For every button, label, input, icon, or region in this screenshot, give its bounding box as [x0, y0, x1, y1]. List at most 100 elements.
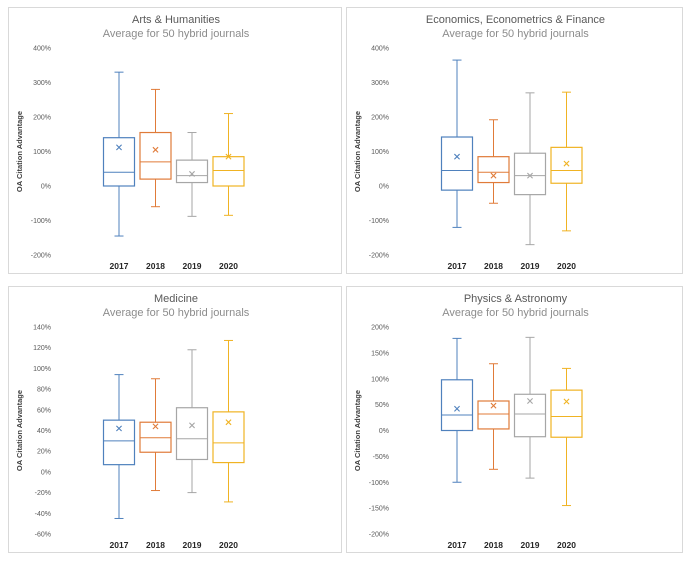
- y-tick-label: -200%: [369, 532, 389, 539]
- chart-title: Physics & Astronomy: [464, 293, 568, 305]
- chart-panel-arts-humanities: Arts & Humanities Average for 50 hybrid j…: [8, 7, 342, 274]
- y-tick-label: -100%: [369, 480, 389, 487]
- y-tick-label: 0%: [41, 469, 51, 476]
- category-label: 2020: [219, 261, 238, 271]
- chart-svg: Economics, Econometrics & Finance Average…: [353, 14, 605, 271]
- y-tick-label: 300%: [371, 80, 389, 87]
- mean-marker: [563, 398, 570, 405]
- category-label: 2018: [484, 261, 503, 271]
- y-tick-label: 50%: [375, 402, 389, 409]
- y-tick-label: 150%: [371, 350, 389, 357]
- box-iqr: [212, 156, 245, 187]
- chart-svg: Arts & Humanities Average for 50 hybrid j…: [15, 14, 250, 271]
- y-tick-label: 0%: [379, 428, 389, 435]
- mean-marker: [189, 170, 195, 177]
- y-axis-label: OA Citation Advantage: [15, 390, 24, 471]
- mean-marker: [454, 153, 460, 160]
- y-tick-label: 140%: [33, 325, 51, 332]
- box-2019: [175, 132, 209, 217]
- mean-marker: [189, 422, 195, 429]
- box-2020: [550, 91, 583, 232]
- chart-subtitle: Average for 50 hybrid journals: [103, 28, 250, 40]
- y-tick-label: -20%: [35, 490, 51, 497]
- box-2019: [175, 349, 209, 494]
- box-iqr: [212, 411, 245, 464]
- y-tick-label: 200%: [371, 325, 389, 332]
- chart-subtitle: Average for 50 hybrid journals: [442, 307, 589, 319]
- y-tick-label: 400%: [33, 46, 51, 53]
- y-tick-label: 200%: [371, 115, 389, 122]
- y-tick-label: 100%: [371, 149, 389, 156]
- box-2018: [139, 88, 172, 208]
- mean-marker: [527, 398, 533, 404]
- y-tick-label: -200%: [31, 253, 51, 260]
- box-2017: [440, 337, 474, 483]
- y-axis-label: OA Citation Advantage: [353, 390, 362, 471]
- y-axis-label: OA Citation Advantage: [15, 111, 24, 192]
- box-2019: [513, 92, 547, 246]
- y-tick-label: 0%: [379, 184, 389, 191]
- mean-marker: [563, 160, 570, 167]
- box-iqr: [102, 419, 136, 466]
- chart-subtitle: Average for 50 hybrid journals: [103, 307, 250, 319]
- y-tick-label: -150%: [369, 506, 389, 513]
- y-tick-label: 100%: [33, 149, 51, 156]
- box-2018: [477, 119, 510, 204]
- box-iqr: [102, 137, 136, 187]
- mean-marker: [225, 153, 232, 160]
- y-axis-label: OA Citation Advantage: [353, 111, 362, 192]
- chart-title: Medicine: [154, 293, 198, 305]
- y-tick-label: 80%: [37, 387, 51, 394]
- category-label: 2020: [557, 540, 576, 550]
- y-tick-label: -60%: [35, 532, 51, 539]
- box-2018: [139, 378, 172, 492]
- chart-svg: Physics & Astronomy Average for 50 hybrid…: [353, 293, 589, 550]
- box-iqr: [440, 136, 474, 191]
- y-tick-label: -100%: [31, 218, 51, 225]
- box-iqr: [477, 156, 510, 184]
- category-label: 2019: [521, 540, 540, 550]
- box-iqr: [175, 407, 209, 461]
- box-2017: [102, 374, 136, 519]
- chart-panel-physics-astronomy: Physics & Astronomy Average for 50 hybrid…: [346, 286, 683, 553]
- chart-title: Economics, Econometrics & Finance: [426, 14, 605, 26]
- category-label: 2018: [146, 261, 165, 271]
- y-tick-label: 20%: [37, 449, 51, 456]
- y-tick-label: 0%: [41, 184, 51, 191]
- box-2020: [212, 339, 245, 503]
- chart-subtitle: Average for 50 hybrid journals: [442, 28, 589, 40]
- box-iqr: [550, 146, 583, 184]
- mean-marker: [116, 144, 122, 151]
- y-tick-label: -50%: [373, 454, 389, 461]
- y-tick-label: 100%: [371, 376, 389, 383]
- category-label: 2017: [448, 261, 467, 271]
- box-iqr: [175, 159, 209, 184]
- box-2018: [477, 363, 510, 470]
- box-2017: [440, 59, 474, 228]
- category-label: 2019: [183, 261, 202, 271]
- y-tick-label: -200%: [369, 253, 389, 260]
- mean-marker: [490, 402, 497, 409]
- y-tick-label: 60%: [37, 407, 51, 414]
- category-label: 2017: [110, 540, 129, 550]
- mean-marker: [152, 146, 159, 153]
- category-label: 2017: [110, 261, 129, 271]
- y-tick-label: 120%: [33, 345, 51, 352]
- chart-panel-medicine: Medicine Average for 50 hybrid journals OA…: [8, 286, 342, 553]
- y-tick-label: 40%: [37, 428, 51, 435]
- mean-marker: [454, 405, 460, 412]
- box-2020: [550, 367, 583, 507]
- category-label: 2019: [521, 261, 540, 271]
- box-iqr: [550, 389, 583, 438]
- box-2019: [513, 336, 547, 479]
- category-label: 2017: [448, 540, 467, 550]
- box-2020: [212, 113, 245, 216]
- y-tick-label: 300%: [33, 80, 51, 87]
- box-iqr: [139, 421, 172, 453]
- y-tick-label: -40%: [35, 511, 51, 518]
- chart-svg: Medicine Average for 50 hybrid journals OA…: [15, 293, 250, 550]
- box-iqr: [139, 131, 172, 180]
- category-label: 2018: [484, 540, 503, 550]
- mean-marker: [527, 172, 533, 179]
- category-label: 2020: [219, 540, 238, 550]
